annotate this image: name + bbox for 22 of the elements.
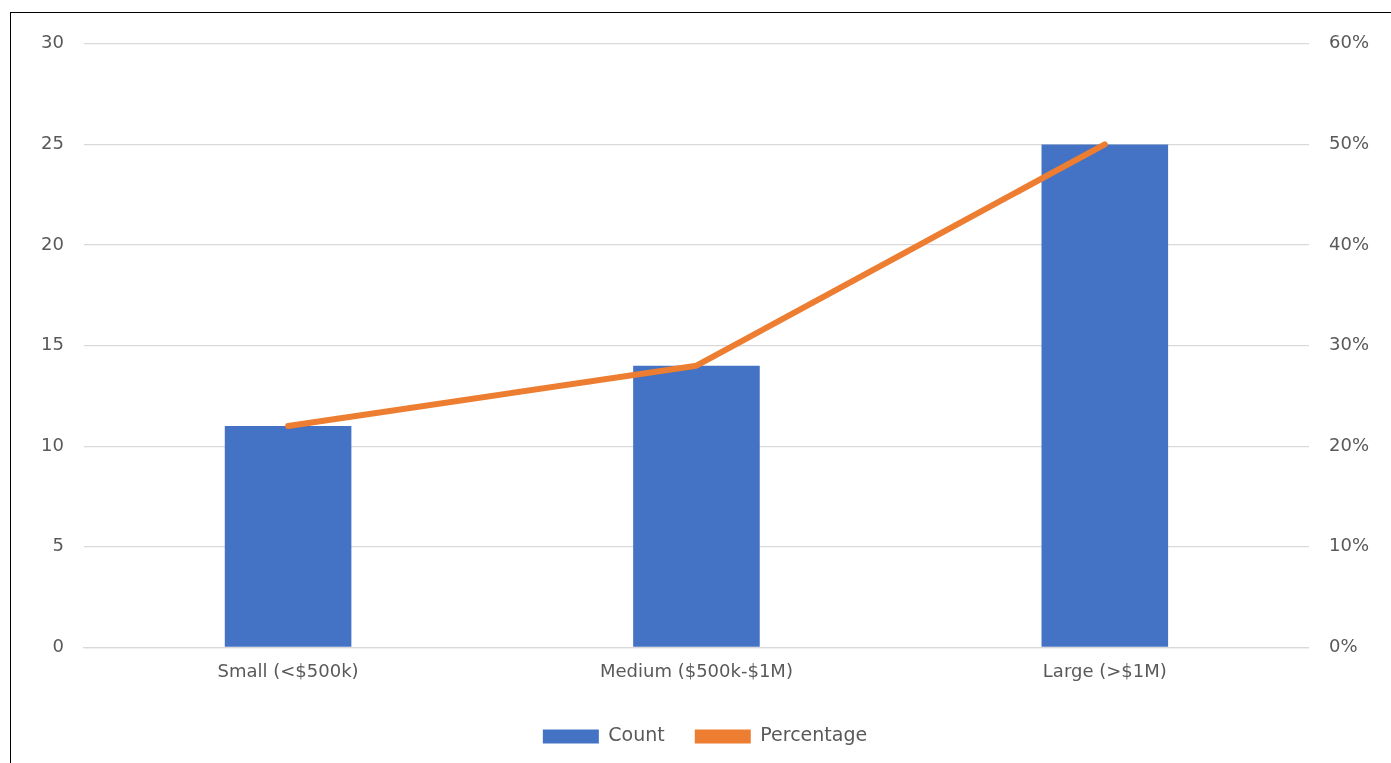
y2-tick-label: 20% — [1328, 433, 1370, 455]
y-tick-label: 10 — [41, 433, 64, 455]
y-tick-label: 30 — [41, 31, 64, 53]
y2-tick-label: 30% — [1328, 333, 1370, 355]
x-tick-label: Large (>$1M) — [1042, 659, 1167, 681]
legend-label: Count — [608, 723, 665, 746]
y-tick-label: 5 — [52, 534, 64, 556]
x-tick-label: Medium ($500k-$1M) — [600, 659, 793, 681]
y-tick-label: 20 — [41, 232, 64, 254]
y-tick-label: 15 — [41, 333, 64, 355]
y-tick-label: 0 — [52, 635, 64, 657]
bar — [224, 426, 352, 647]
y2-tick-label: 0% — [1328, 635, 1358, 657]
y2-tick-label: 40% — [1328, 232, 1370, 254]
legend-label: Percentage — [760, 723, 868, 746]
x-tick-label: Small (<$500k) — [217, 659, 359, 681]
bar — [633, 365, 760, 647]
y2-tick-label: 10% — [1328, 534, 1370, 556]
y2-tick-label: 60% — [1328, 31, 1370, 53]
y2-tick-label: 50% — [1328, 132, 1370, 154]
y-tick-label: 25 — [41, 132, 64, 154]
bar — [1041, 144, 1169, 647]
